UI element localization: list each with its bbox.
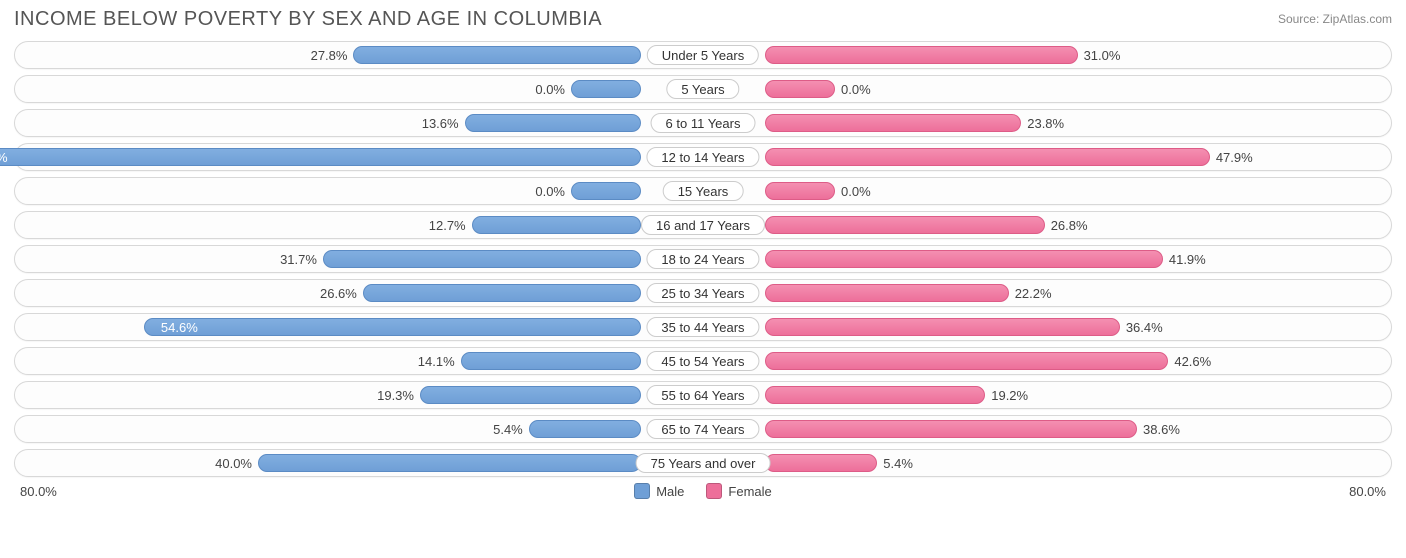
female-bar [765, 46, 1078, 64]
chart-row: 0.0% 0.0% 15 Years [14, 177, 1392, 205]
legend-male-label: Male [656, 484, 684, 499]
female-value-label: 5.4% [883, 450, 913, 476]
male-bar [353, 46, 641, 64]
chart-footer: 80.0% Male Female 80.0% [14, 483, 1392, 499]
male-bar [472, 216, 641, 234]
age-group-label: 65 to 74 Years [646, 419, 759, 439]
male-bar [144, 318, 641, 336]
male-value-label: 13.6% [422, 110, 459, 136]
legend-item-female: Female [706, 483, 771, 499]
legend-item-male: Male [634, 483, 684, 499]
male-value-label: 27.8% [311, 42, 348, 68]
male-bar [461, 352, 641, 370]
male-bar [465, 114, 641, 132]
female-bar [765, 148, 1210, 166]
male-bar [420, 386, 641, 404]
age-group-label: 18 to 24 Years [646, 249, 759, 269]
chart-row: 78.9%47.9%12 to 14 Years [14, 143, 1392, 171]
male-bar [323, 250, 641, 268]
female-bar [765, 420, 1137, 438]
female-swatch-icon [706, 483, 722, 499]
female-value-label: 47.9% [1216, 144, 1253, 170]
male-value-label: 5.4% [493, 416, 523, 442]
male-value-label: 40.0% [215, 450, 252, 476]
male-value-label: 78.9% [0, 144, 8, 170]
diverging-bar-chart: 27.8% 31.0% Under 5 Years 0.0% 0.0% 5 Years 13… [14, 41, 1392, 477]
chart-source: Source: ZipAtlas.com [1278, 12, 1392, 26]
female-value-label: 38.6% [1143, 416, 1180, 442]
male-value-label: 14.1% [418, 348, 455, 374]
chart-row: 31.7% 41.9% 18 to 24 Years [14, 245, 1392, 273]
female-bar [765, 216, 1045, 234]
female-bar [765, 454, 877, 472]
male-bar [0, 148, 641, 166]
female-value-label: 31.0% [1084, 42, 1121, 68]
male-value-label: 54.6% [161, 314, 198, 340]
chart-row: 0.0% 0.0% 5 Years [14, 75, 1392, 103]
age-group-label: 12 to 14 Years [646, 147, 759, 167]
male-value-label: 0.0% [535, 76, 565, 102]
age-group-label: 5 Years [666, 79, 739, 99]
male-bar [571, 182, 641, 200]
female-value-label: 36.4% [1126, 314, 1163, 340]
female-value-label: 26.8% [1051, 212, 1088, 238]
female-value-label: 42.6% [1174, 348, 1211, 374]
female-value-label: 19.2% [991, 382, 1028, 408]
female-value-label: 22.2% [1015, 280, 1052, 306]
chart-row: 19.3% 19.2% 55 to 64 Years [14, 381, 1392, 409]
female-bar [765, 114, 1021, 132]
chart-row: 40.0% 5.4% 75 Years and over [14, 449, 1392, 477]
chart-row: 14.1% 42.6% 45 to 54 Years [14, 347, 1392, 375]
legend: Male Female [634, 483, 772, 499]
legend-female-label: Female [728, 484, 771, 499]
age-group-label: 45 to 54 Years [646, 351, 759, 371]
age-group-label: 75 Years and over [636, 453, 771, 473]
chart-row: 26.6% 22.2% 25 to 34 Years [14, 279, 1392, 307]
male-value-label: 0.0% [535, 178, 565, 204]
male-bar [529, 420, 641, 438]
male-value-label: 26.6% [320, 280, 357, 306]
female-bar [765, 284, 1009, 302]
age-group-label: 25 to 34 Years [646, 283, 759, 303]
female-bar [765, 352, 1168, 370]
female-value-label: 0.0% [841, 76, 871, 102]
age-group-label: 6 to 11 Years [651, 113, 756, 133]
male-bar [571, 80, 641, 98]
female-value-label: 41.9% [1169, 246, 1206, 272]
female-bar [765, 386, 985, 404]
male-bar [363, 284, 641, 302]
chart-row: 12.7% 26.8% 16 and 17 Years [14, 211, 1392, 239]
female-bar [765, 318, 1120, 336]
chart-row: 27.8% 31.0% Under 5 Years [14, 41, 1392, 69]
female-bar [765, 182, 835, 200]
age-group-label: 35 to 44 Years [646, 317, 759, 337]
age-group-label: 55 to 64 Years [646, 385, 759, 405]
female-value-label: 0.0% [841, 178, 871, 204]
female-bar [765, 250, 1163, 268]
chart-title: INCOME BELOW POVERTY BY SEX AND AGE IN C… [14, 8, 602, 31]
chart-row: 5.4% 38.6% 65 to 74 Years [14, 415, 1392, 443]
male-value-label: 19.3% [377, 382, 414, 408]
chart-row: 13.6% 23.8% 6 to 11 Years [14, 109, 1392, 137]
age-group-label: 16 and 17 Years [641, 215, 765, 235]
axis-right-max: 80.0% [1349, 484, 1386, 499]
age-group-label: Under 5 Years [647, 45, 759, 65]
female-bar [765, 80, 835, 98]
male-value-label: 31.7% [280, 246, 317, 272]
age-group-label: 15 Years [663, 181, 744, 201]
male-value-label: 12.7% [429, 212, 466, 238]
chart-row: 54.6% 36.4% 35 to 44 Years [14, 313, 1392, 341]
female-value-label: 23.8% [1027, 110, 1064, 136]
axis-left-max: 80.0% [20, 484, 57, 499]
male-bar [258, 454, 641, 472]
male-swatch-icon [634, 483, 650, 499]
